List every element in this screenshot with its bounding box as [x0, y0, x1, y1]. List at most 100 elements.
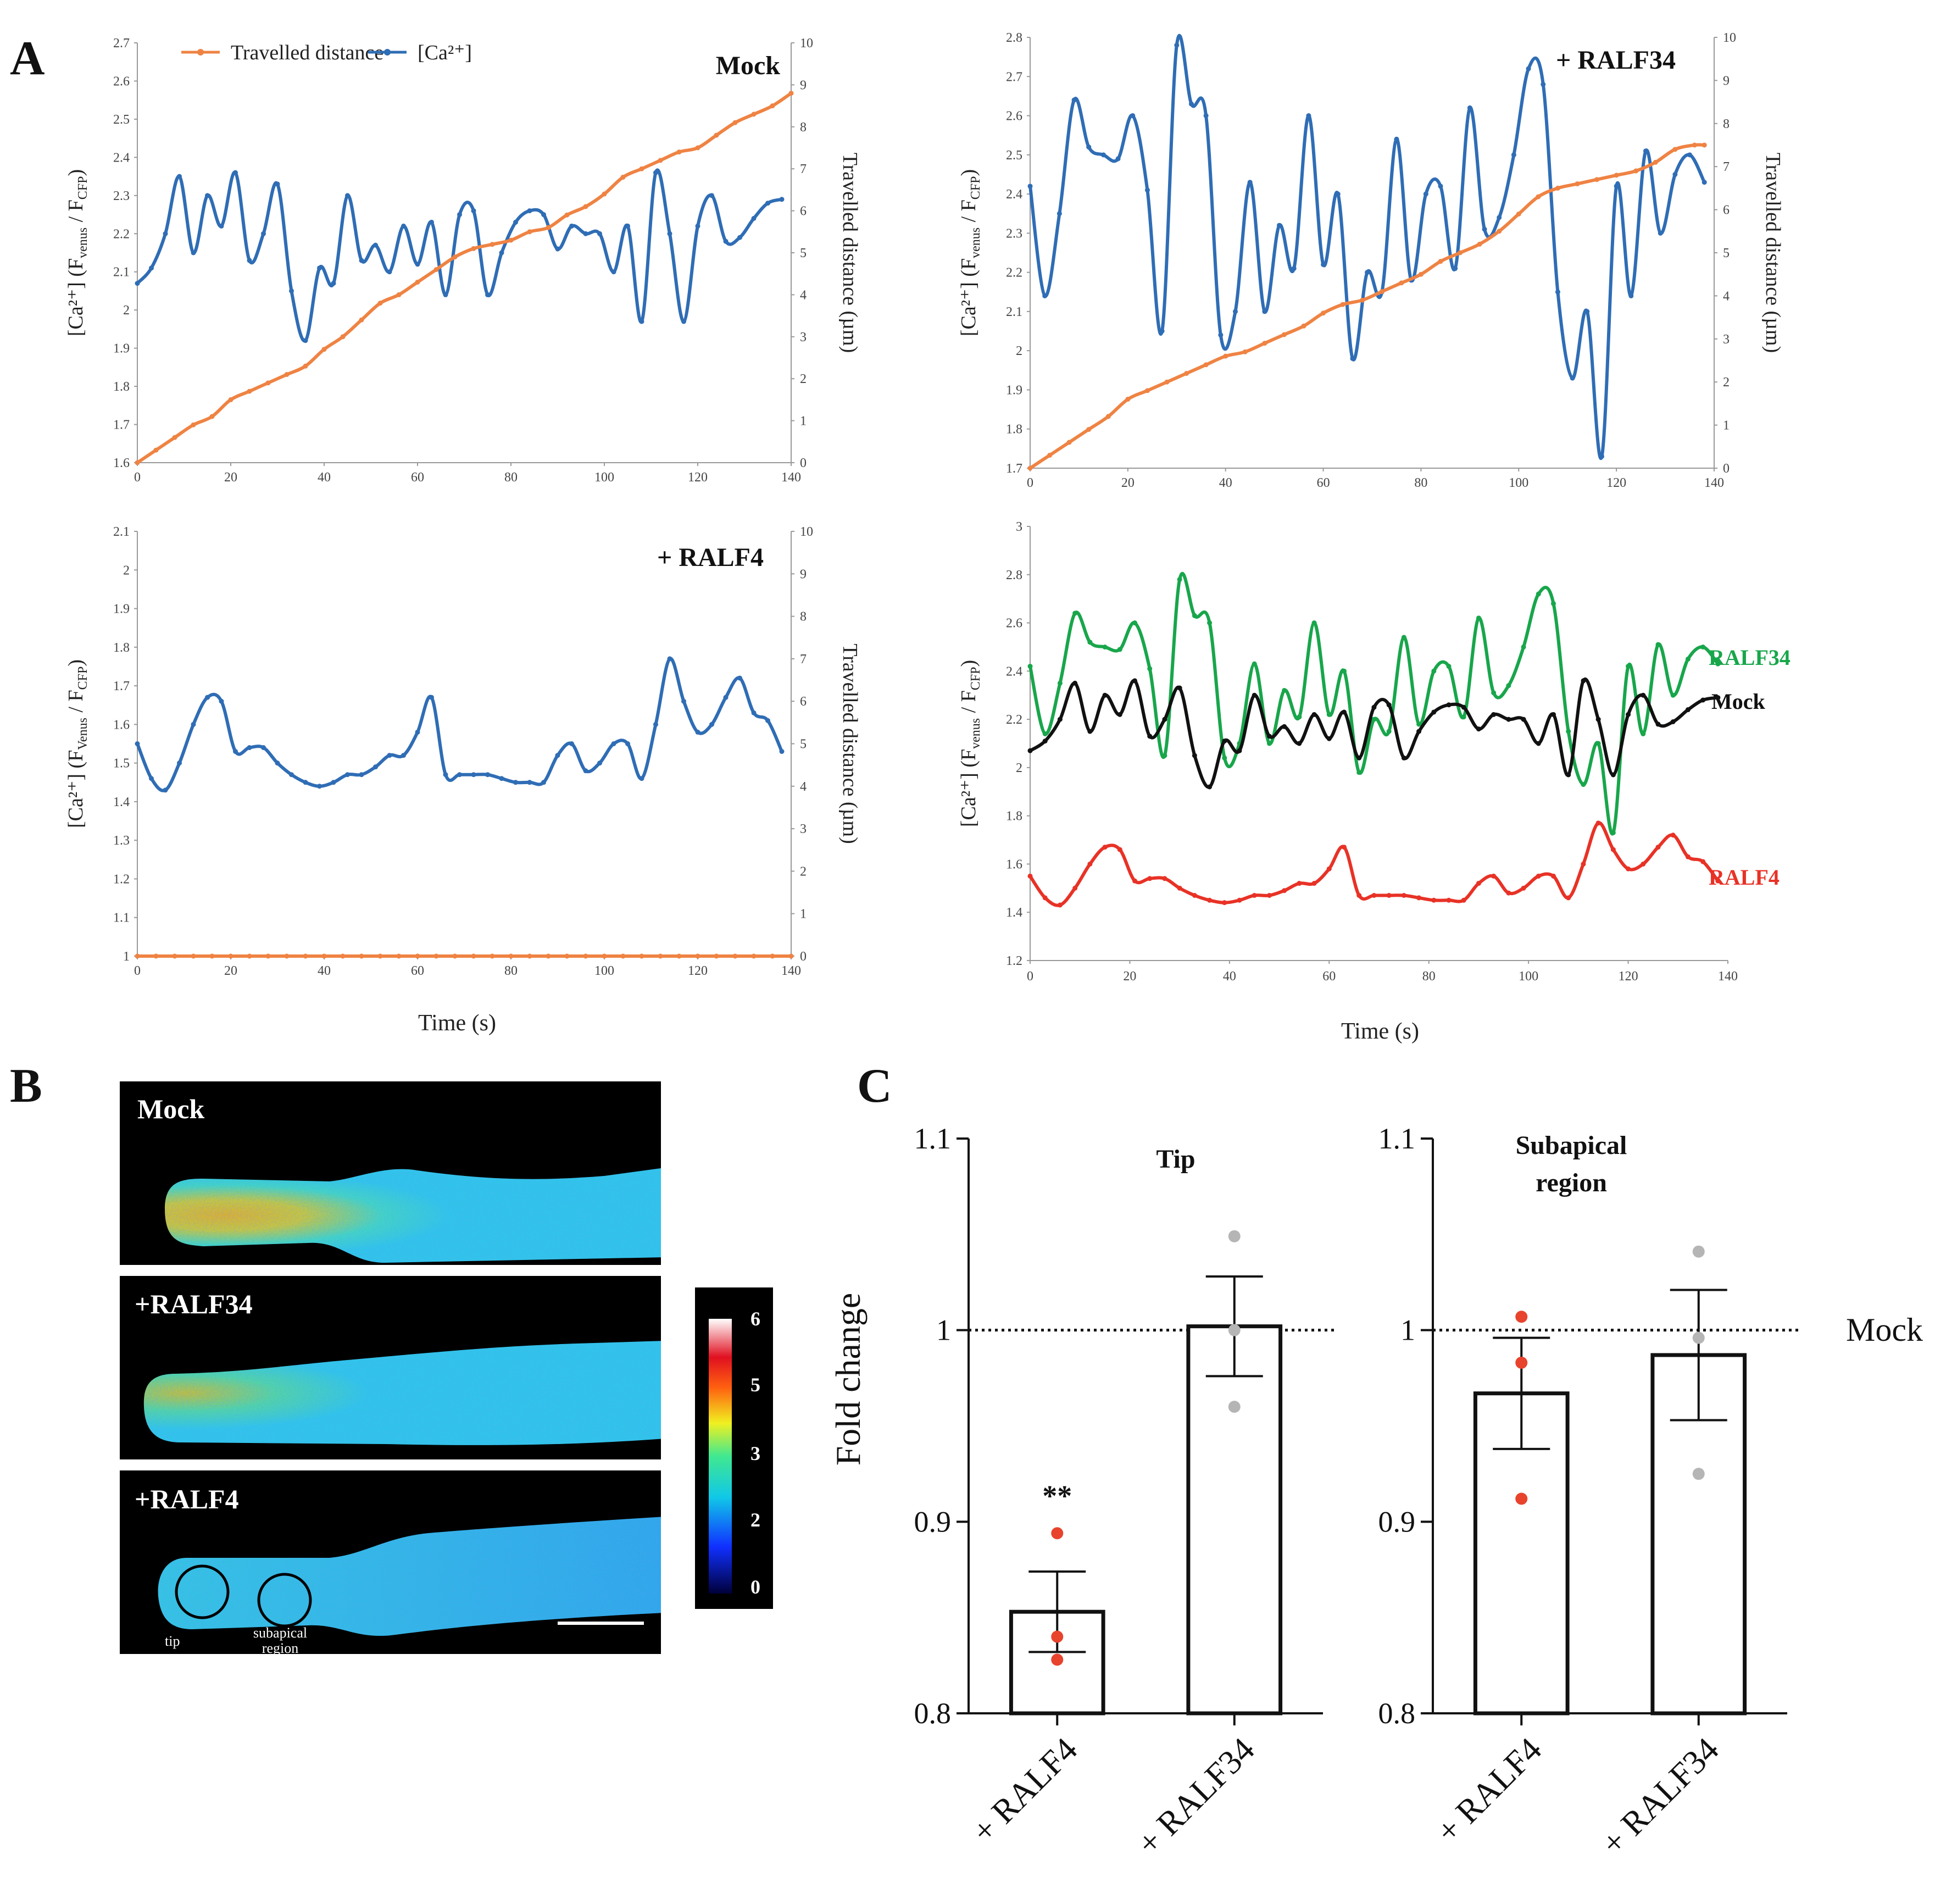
- data-point-travel: [714, 953, 719, 959]
- overlay-point-mock: [1177, 685, 1182, 691]
- data-point-calcium: [1658, 230, 1663, 236]
- overlay-point-mock: [1207, 784, 1213, 790]
- series-line-calcium: [1028, 34, 1706, 460]
- data-point-travel: [209, 414, 215, 419]
- data-point-calcium: [1174, 42, 1180, 48]
- data-point-calcium: [1672, 171, 1678, 177]
- y-tick-label: 2.2: [1006, 266, 1022, 280]
- overlay-point-ralf34: [1566, 729, 1571, 734]
- overlay-point-ralf4: [1416, 895, 1422, 901]
- y2-tick-label: 6: [800, 204, 807, 219]
- overlay-point-ralf4: [1027, 873, 1033, 879]
- series-line-travel: [1029, 143, 1705, 470]
- overlay-point-mock: [1192, 753, 1197, 758]
- overlay-point-ralf34: [1311, 620, 1317, 626]
- data-point-calcium: [541, 212, 546, 218]
- data-point-travel: [1066, 440, 1072, 445]
- overlay-point-ralf4: [1581, 861, 1586, 867]
- data-point-calcium: [1042, 293, 1048, 298]
- data-point-calcium: [597, 231, 602, 236]
- overlay-point-mock: [1551, 712, 1556, 717]
- data-point-calcium: [1687, 152, 1693, 158]
- data-point-travel: [265, 953, 271, 959]
- data-point-calcium: [737, 675, 742, 681]
- x-axis-title-right: Time (s): [1341, 1019, 1419, 1044]
- data-point-travel: [1418, 271, 1424, 277]
- data-point-travel: [153, 447, 159, 453]
- data-point-calcium: [1702, 180, 1707, 185]
- data-point-calcium: [1526, 66, 1531, 71]
- x-tick-label: 20: [224, 964, 237, 978]
- overlay-point-ralf34: [1715, 661, 1721, 667]
- data-point-travel: [396, 953, 402, 959]
- data-point-travel: [1516, 211, 1521, 217]
- data-point-calcium: [1335, 191, 1341, 197]
- chart-title-tip: Tip: [1156, 1145, 1195, 1174]
- data-point-calcium: [597, 761, 602, 766]
- data-point-travel: [1301, 323, 1306, 329]
- overlay-point-ralf4: [1536, 873, 1541, 879]
- overlay-point-mock: [1132, 678, 1137, 684]
- data-point-travel: [1360, 297, 1365, 303]
- y-tick-label: 1.8: [113, 380, 130, 394]
- overlay-point-ralf4: [1386, 893, 1392, 898]
- data-point-travel: [1144, 388, 1150, 393]
- data-point-calcium: [653, 721, 658, 727]
- data-point-calcium: [387, 753, 392, 758]
- overlay-point-ralf34: [1177, 577, 1182, 582]
- data-point-calcium: [485, 772, 490, 778]
- data-point-calcium: [261, 231, 266, 236]
- data-point-travel: [1497, 229, 1502, 234]
- data-point-calcium: [345, 772, 350, 778]
- data-point-calcium: [499, 776, 504, 781]
- y-tick-label: 1.7: [113, 679, 130, 693]
- overlay-point-mock: [1461, 704, 1466, 710]
- overlay-point-ralf4: [1641, 861, 1646, 867]
- data-point-calcium: [317, 265, 322, 271]
- overlay-point-mock: [1595, 717, 1601, 722]
- replicate-point: [1692, 1245, 1705, 1258]
- y2-tick-label: 6: [1723, 203, 1730, 218]
- data-point-calcium: [233, 749, 238, 754]
- replicate-point: [1228, 1230, 1241, 1242]
- y-tick-label: 2.4: [1006, 664, 1022, 679]
- legend-calcium-marker: [384, 49, 391, 55]
- chart-title-mock: Mock: [716, 51, 781, 80]
- y-axis-title: [Ca²⁺] (Fvenus / FCFP): [957, 660, 983, 827]
- x-tick-label: 40: [1223, 969, 1236, 984]
- x-tick-label: 100: [1519, 969, 1538, 984]
- x-tick-label: 40: [1219, 476, 1232, 490]
- data-point-calcium: [1467, 105, 1472, 110]
- data-point-travel: [1321, 310, 1326, 316]
- overlay-point-ralf34: [1042, 731, 1048, 736]
- colorbar-tick-3: 3: [750, 1442, 760, 1464]
- data-point-travel: [620, 953, 626, 959]
- data-point-calcium: [1599, 454, 1604, 459]
- y2-tick-label: 1: [1723, 419, 1730, 433]
- colorbar-tick-5: 5: [750, 1374, 760, 1396]
- data-point-calcium: [667, 656, 672, 662]
- data-point-calcium: [1277, 223, 1282, 228]
- x-tick-label: 40: [318, 470, 331, 485]
- c-y-tick-label: 1.1: [1378, 1122, 1416, 1155]
- data-point-calcium: [653, 170, 658, 175]
- y2-tick-label: 10: [1723, 31, 1736, 45]
- data-point-calcium: [1086, 145, 1092, 150]
- data-point-travel: [695, 953, 700, 959]
- overlay-point-ralf34: [1147, 666, 1153, 671]
- overlay-point-ralf34: [1117, 647, 1122, 652]
- y2-tick-label: 2: [800, 372, 807, 386]
- overlay-point-mock: [1162, 717, 1167, 722]
- data-point-travel: [788, 953, 794, 959]
- data-point-calcium: [1247, 180, 1253, 185]
- overlay-point-ralf4: [1192, 893, 1197, 898]
- data-point-travel: [284, 372, 290, 378]
- c-y-tick-label: 0.9: [914, 1505, 952, 1538]
- data-point-travel: [1692, 142, 1697, 148]
- y-tick-label: 1.1: [113, 911, 130, 925]
- overlay-point-ralf4: [1700, 859, 1706, 864]
- c-y-tick-label: 1.1: [914, 1122, 952, 1155]
- data-point-calcium: [149, 776, 154, 781]
- data-point-calcium: [359, 772, 364, 778]
- data-point-calcium: [1262, 309, 1267, 314]
